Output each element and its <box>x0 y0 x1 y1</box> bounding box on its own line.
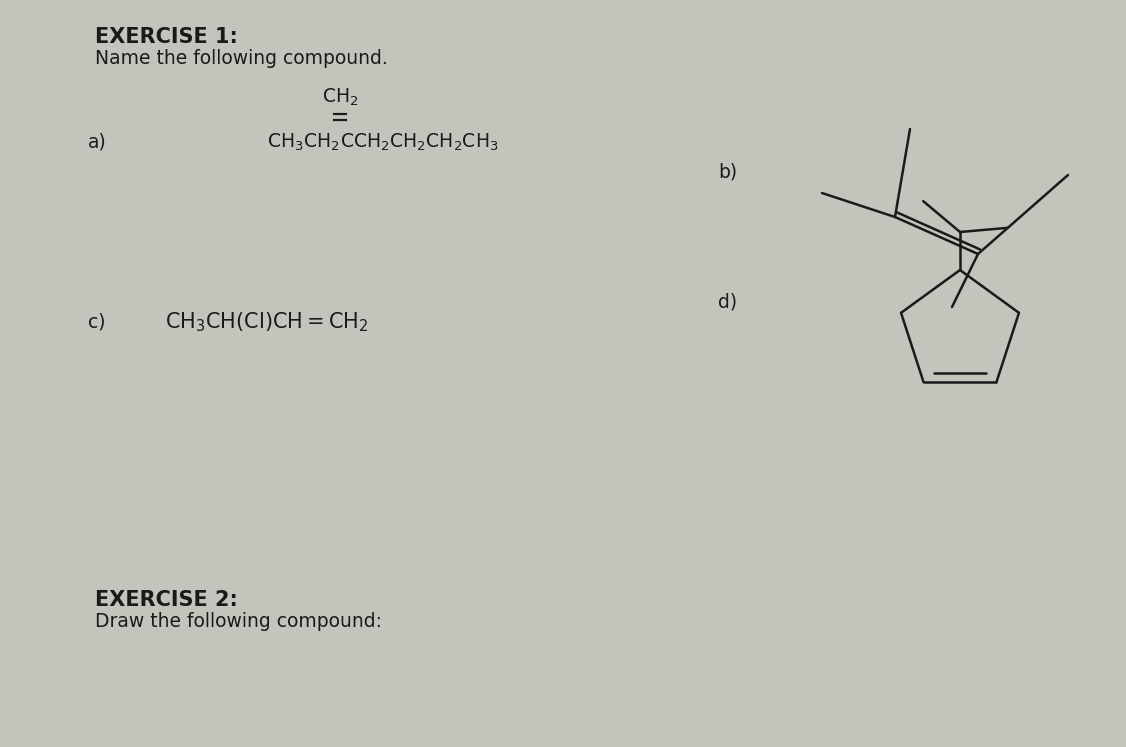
Text: $\mathrm{CCH_2CH_2CH_2CH_3}$: $\mathrm{CCH_2CH_2CH_2CH_3}$ <box>340 131 499 152</box>
Text: a): a) <box>88 132 107 152</box>
Text: EXERCISE 2:: EXERCISE 2: <box>95 590 238 610</box>
Text: $\mathrm{CH_3CH_2}$: $\mathrm{CH_3CH_2}$ <box>267 131 340 152</box>
Text: Name the following compound.: Name the following compound. <box>95 49 387 68</box>
Text: Draw the following compound:: Draw the following compound: <box>95 612 382 631</box>
Text: EXERCISE 1:: EXERCISE 1: <box>95 27 238 47</box>
Text: d): d) <box>718 293 738 311</box>
Text: c): c) <box>88 312 106 332</box>
Text: $\mathrm{CH_3CH(Cl)CH{=}CH_2}$: $\mathrm{CH_3CH(Cl)CH{=}CH_2}$ <box>166 310 368 334</box>
Text: $\mathrm{CH_2}$: $\mathrm{CH_2}$ <box>322 87 358 108</box>
Text: b): b) <box>718 163 738 182</box>
